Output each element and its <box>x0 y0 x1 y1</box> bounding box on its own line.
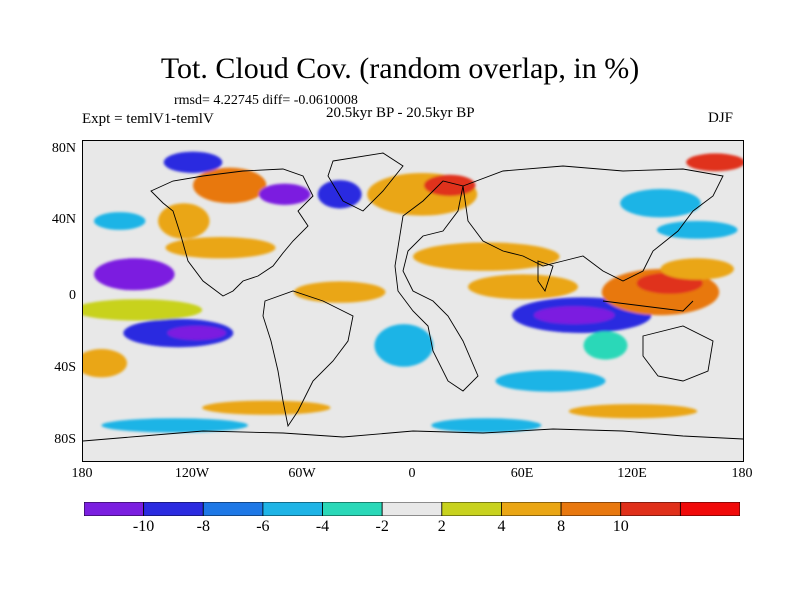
anomaly-region <box>167 325 226 341</box>
lon-tick-label: 0 <box>408 466 416 481</box>
anomaly-region <box>568 404 698 419</box>
colorbar-swatch <box>441 502 502 516</box>
anomaly-region <box>83 349 127 378</box>
anomaly-region <box>583 331 628 360</box>
lon-tick-label: 60E <box>510 466 534 481</box>
colorbar-swatch <box>202 502 264 516</box>
colorbar-swatch <box>262 502 323 516</box>
colorbar-swatch <box>560 502 622 516</box>
anomaly-region <box>686 153 743 172</box>
anomaly-region <box>83 299 203 321</box>
colorbar-swatch <box>679 502 740 516</box>
colorbar-label: -2 <box>375 518 389 535</box>
coastline-south-america <box>262 290 354 428</box>
anomaly-region <box>112 263 164 285</box>
lon-tick-label: 120W <box>174 466 210 481</box>
period-label: 20.5kyr BP - 20.5kyr BP <box>326 105 475 121</box>
map-panel <box>82 140 744 462</box>
lat-tick-label: 0 <box>69 288 76 303</box>
colorbar-swatch <box>620 502 681 516</box>
colorbar-label: 10 <box>612 518 629 535</box>
colorbar-label: 2 <box>437 518 446 535</box>
coastline-india <box>537 260 554 293</box>
colorbar-label: -4 <box>315 518 330 535</box>
lat-tick-label: 40S <box>54 360 76 375</box>
season-label: DJF <box>708 110 734 126</box>
colorbar-swatch <box>84 502 145 516</box>
colorbar-swatch <box>501 502 562 516</box>
coastline-north-america <box>150 168 314 297</box>
contour-map <box>83 151 743 442</box>
coastline-europe-africa <box>394 180 479 392</box>
colorbar-label: 8 <box>557 518 566 535</box>
coastline-antarctica <box>83 428 743 442</box>
coastline-indonesia <box>602 300 694 312</box>
anomaly-region <box>202 400 331 415</box>
anomaly-region <box>101 418 248 433</box>
coastline-asia <box>462 165 724 282</box>
lon-tick-label: 180 <box>731 466 753 481</box>
map-title: Tot. Cloud Cov. (random overlap, in %) <box>160 52 640 85</box>
anomaly-region <box>158 203 210 239</box>
lat-tick-label: 80N <box>51 141 76 156</box>
anomaly-region <box>424 174 476 197</box>
anomaly-region <box>431 418 542 433</box>
lat-tick-label: 40N <box>51 212 76 227</box>
colorbar-label: -8 <box>196 518 210 535</box>
anomaly-region <box>259 183 311 205</box>
colorbar <box>84 502 740 516</box>
anomaly-region <box>293 281 386 303</box>
anomaly-region <box>193 167 267 204</box>
anomaly-region <box>94 212 146 230</box>
anomaly-region <box>620 189 701 218</box>
lon-tick-label: 180 <box>71 466 93 481</box>
stats-text: rmsd= 4.22745 diff= -0.0610008 <box>174 93 358 108</box>
experiment-label: Expt = temlV1-temlV <box>82 111 214 127</box>
anomaly-region <box>374 324 434 367</box>
anomaly-region <box>468 274 578 300</box>
anomaly-region <box>656 221 738 239</box>
lon-tick-label: 120E <box>617 466 647 481</box>
coastline-greenland <box>327 152 404 212</box>
colorbar-label: -6 <box>256 518 270 535</box>
colorbar-label: 4 <box>497 518 506 535</box>
anomaly-region <box>534 306 615 325</box>
lon-tick-label: 60W <box>288 466 316 481</box>
anomaly-region <box>413 242 560 271</box>
lat-tick-label: 80S <box>54 432 76 447</box>
colorbar-swatch <box>143 502 204 516</box>
anomaly-region <box>317 180 362 209</box>
anomaly-region <box>163 151 223 173</box>
coastline-australia <box>642 325 714 382</box>
colorbar-swatch <box>322 502 383 516</box>
anomaly-region <box>495 370 606 392</box>
colorbar-swatch <box>381 502 443 516</box>
anomaly-region <box>660 258 734 280</box>
anomaly-region <box>165 237 276 259</box>
colorbar-label: -10 <box>132 518 155 535</box>
